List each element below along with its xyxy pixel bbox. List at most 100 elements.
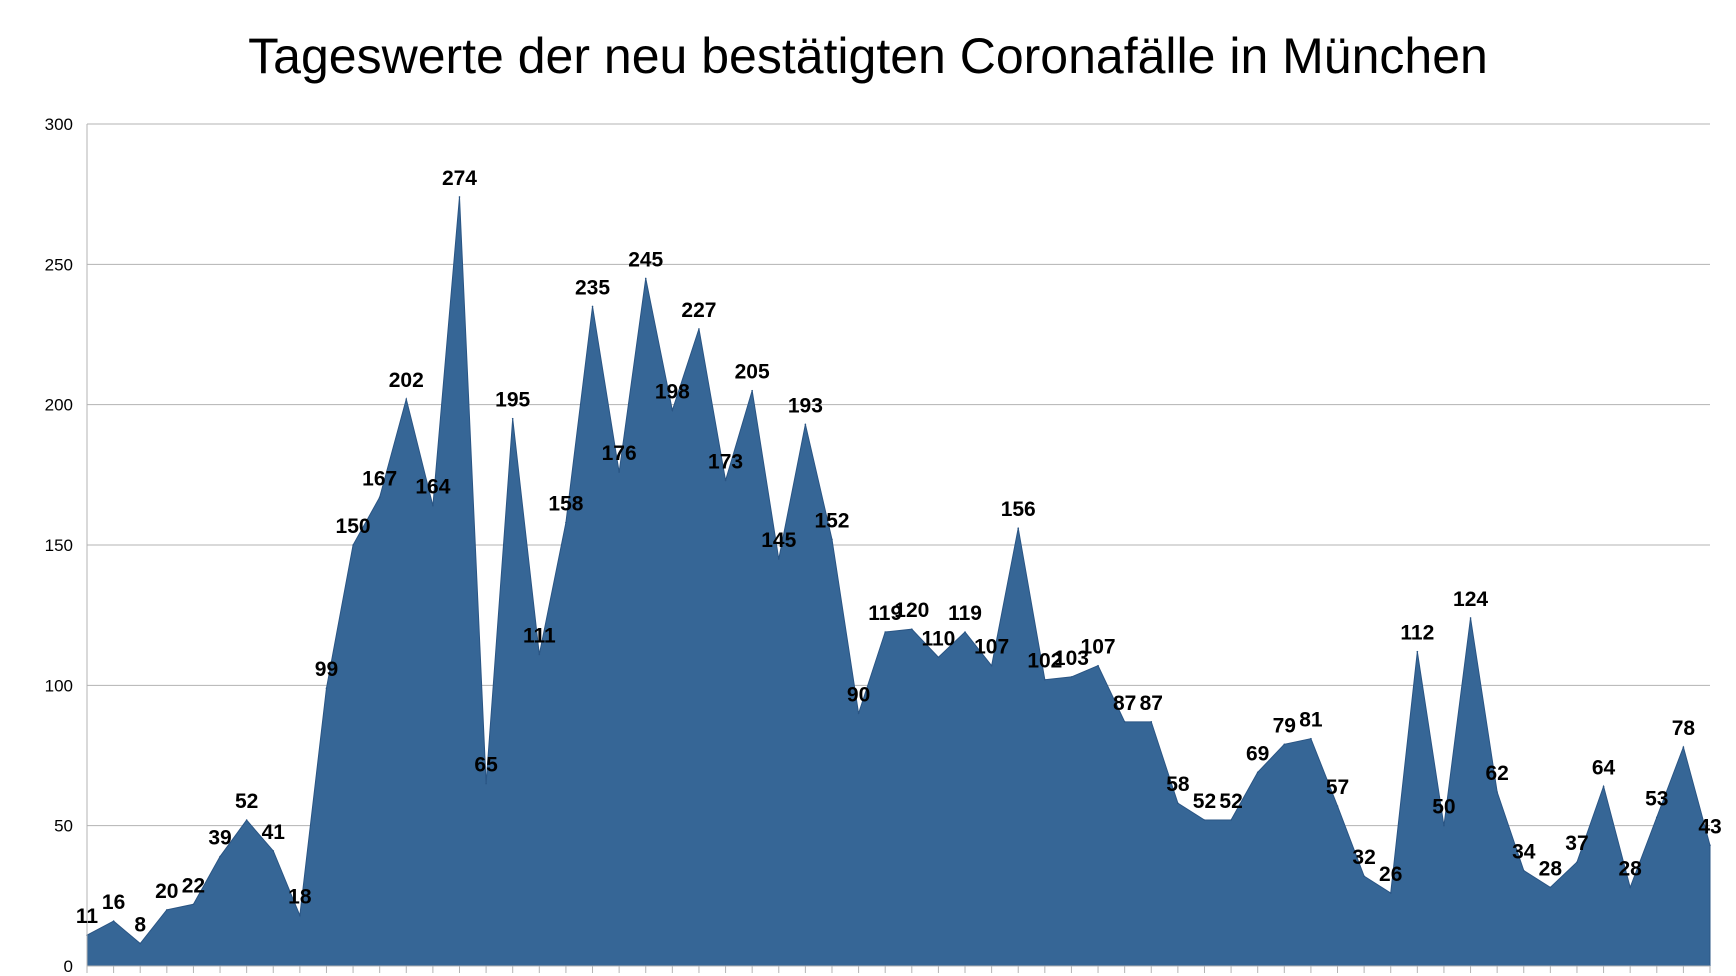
- data-label: 79: [1273, 714, 1296, 737]
- data-point: [458, 196, 461, 198]
- data-label: 78: [1672, 717, 1696, 740]
- y-tick-label: 0: [64, 957, 73, 976]
- data-point: [299, 914, 301, 917]
- data-point: [1123, 721, 1126, 723]
- data-point: [1283, 743, 1286, 746]
- y-tick-label: 150: [45, 536, 73, 555]
- data-label: 195: [495, 389, 530, 412]
- y-axis-tick-labels: 0 50 100 150 200 250 300: [45, 115, 73, 976]
- data-point: [1150, 721, 1153, 723]
- data-point: [1389, 892, 1392, 894]
- data-label: 34: [1512, 841, 1536, 864]
- data-point: [565, 521, 567, 524]
- data-label: 110: [921, 627, 955, 650]
- data-point: [325, 687, 328, 689]
- data-point: [219, 855, 221, 858]
- data-label: 235: [575, 276, 610, 299]
- data-label: 120: [894, 599, 929, 622]
- data-point: [538, 653, 541, 656]
- data-point: [1655, 816, 1658, 819]
- data-point: [964, 631, 966, 633]
- data-label: 124: [1453, 588, 1488, 611]
- data-point: [777, 558, 780, 560]
- data-point: [884, 631, 886, 633]
- data-point: [1097, 664, 1099, 667]
- data-point: [831, 538, 833, 541]
- data-label: 39: [208, 827, 231, 850]
- data-label: 11: [76, 905, 99, 928]
- data-point: [1177, 802, 1179, 805]
- data-label: 119: [948, 602, 982, 625]
- data-point: [1070, 676, 1073, 678]
- data-label: 152: [814, 509, 849, 532]
- data-label: 50: [1432, 796, 1455, 819]
- data-label: 53: [1645, 787, 1668, 810]
- data-label: 62: [1485, 762, 1508, 785]
- data-label: 150: [336, 515, 371, 538]
- y-tick-label: 300: [45, 115, 73, 134]
- data-point: [139, 942, 142, 945]
- data-point: [644, 277, 647, 280]
- data-label: 198: [655, 380, 690, 403]
- data-point: [1602, 785, 1605, 788]
- data-point: [1709, 844, 1711, 847]
- data-label: 176: [602, 442, 637, 465]
- data-point: [112, 920, 115, 922]
- data-label: 167: [362, 467, 397, 490]
- data-point: [511, 417, 514, 420]
- data-point: [352, 544, 354, 546]
- data-point: [724, 479, 727, 482]
- data-label: 52: [1219, 790, 1242, 813]
- data-label: 112: [1400, 622, 1434, 645]
- data-label: 28: [1539, 857, 1563, 880]
- data-point: [618, 471, 620, 473]
- data-label: 28: [1619, 857, 1643, 880]
- data-label: 102: [1027, 650, 1062, 673]
- data-label: 90: [847, 683, 870, 706]
- data-point: [1044, 678, 1046, 681]
- data-label: 164: [415, 476, 450, 499]
- data-point: [804, 423, 807, 426]
- data-point: [1230, 819, 1232, 821]
- data-label: 32: [1352, 846, 1375, 869]
- data-label: 274: [442, 167, 477, 190]
- data-label: 37: [1565, 832, 1588, 855]
- y-tick-label: 250: [45, 255, 73, 274]
- data-label: 81: [1299, 709, 1323, 732]
- data-label: 52: [235, 790, 258, 813]
- chart-axes: [86, 124, 1711, 973]
- data-label: 173: [708, 450, 743, 473]
- data-label: 119: [868, 602, 902, 625]
- data-point: [857, 712, 860, 715]
- data-label: 8: [134, 914, 146, 937]
- area-series: [86, 196, 1711, 967]
- data-point: [1682, 746, 1685, 748]
- data-point: [751, 389, 753, 392]
- data-label: 69: [1246, 742, 1269, 765]
- y-tick-label: 100: [45, 676, 73, 695]
- data-point: [272, 850, 275, 852]
- data-label: 16: [102, 891, 125, 914]
- data-label: 202: [389, 369, 424, 392]
- data-point: [698, 328, 700, 330]
- data-point: [671, 409, 674, 412]
- data-point: [405, 398, 408, 400]
- data-label: 111: [523, 624, 556, 647]
- data-point: [432, 504, 434, 507]
- chart-title: Tageswerte der neu bestätigten Coronafäl…: [248, 28, 1488, 84]
- data-point: [245, 819, 248, 821]
- data-label: 52: [1193, 790, 1216, 813]
- y-tick-label: 50: [54, 817, 73, 836]
- data-point: [1017, 527, 1020, 529]
- data-point: [1443, 824, 1445, 827]
- data-point: [911, 628, 913, 630]
- data-label: 20: [155, 880, 178, 903]
- data-label: 145: [761, 529, 796, 552]
- data-point: [1363, 875, 1365, 877]
- data-label: 26: [1379, 863, 1402, 886]
- data-point: [1522, 869, 1525, 872]
- data-label: 99: [315, 658, 338, 681]
- data-label: 227: [681, 299, 716, 322]
